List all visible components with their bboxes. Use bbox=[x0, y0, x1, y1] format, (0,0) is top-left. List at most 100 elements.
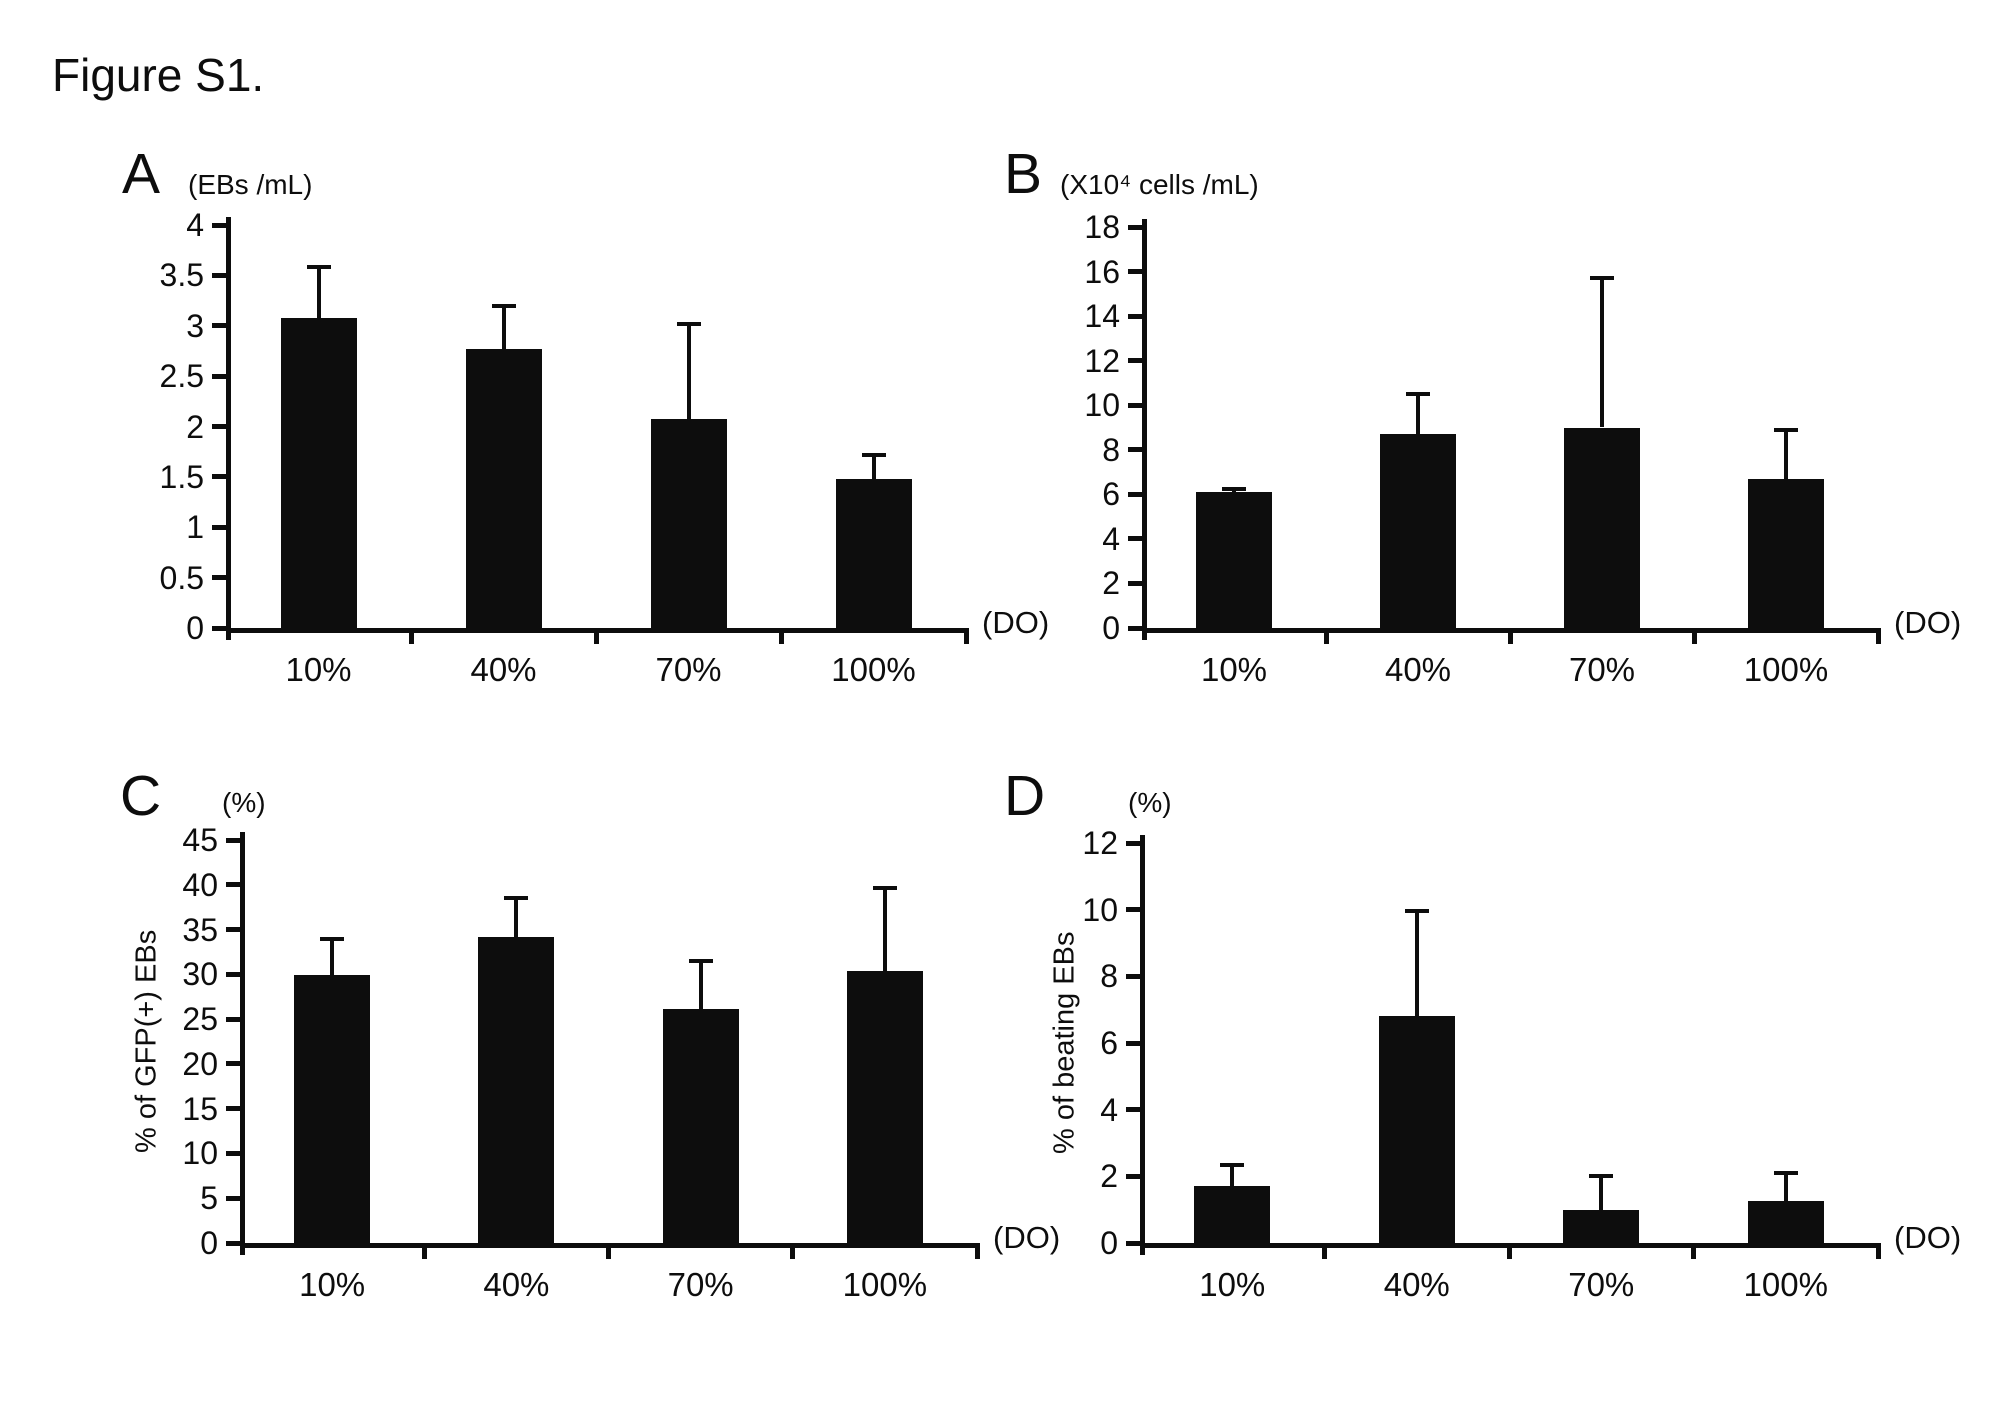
x-tick-label: 100% bbox=[842, 1266, 928, 1303]
y-tick-label: 2.5 bbox=[159, 358, 204, 395]
error-bar-cap bbox=[491, 303, 516, 308]
y-tick-label: 2 bbox=[1100, 1158, 1118, 1195]
panel-c-unit-label: (%) bbox=[222, 787, 266, 818]
x-tick-label: 100% bbox=[1743, 1266, 1828, 1303]
y-tick-mark bbox=[226, 927, 241, 933]
y-tick-label: 6 bbox=[1102, 476, 1120, 513]
bar-100% bbox=[835, 478, 912, 628]
y-tick-mark bbox=[1126, 1040, 1141, 1046]
bar-100% bbox=[1748, 478, 1824, 628]
x-axis bbox=[240, 1243, 980, 1248]
y-tick-mark bbox=[212, 424, 227, 429]
y-tick-label: 35 bbox=[182, 911, 218, 948]
y-axis bbox=[226, 217, 231, 640]
error-bar-stem bbox=[1599, 1176, 1604, 1210]
y-tick-mark bbox=[212, 373, 227, 379]
bar-70% bbox=[1564, 427, 1640, 628]
y-tick-mark bbox=[226, 1061, 241, 1067]
panel-b-unit-label: (X10⁴ cells /mL) bbox=[1060, 169, 1259, 200]
y-tick-mark bbox=[212, 575, 227, 581]
y-tick-mark bbox=[1126, 1173, 1141, 1179]
y-axis bbox=[240, 832, 245, 1255]
x-axis-unit-label: (DO) bbox=[993, 1220, 1061, 1255]
error-bar-cap bbox=[320, 936, 345, 941]
panel-d-plot: 0 2 4 6 8 10 12 10% 40% 70% 100% (DO) bbox=[1082, 825, 1961, 1303]
x-tick-label: 70% bbox=[1568, 1266, 1635, 1303]
x-tick-mark bbox=[1875, 633, 1881, 644]
y-tick-mark bbox=[1126, 1107, 1141, 1113]
x-tick-mark bbox=[963, 633, 969, 644]
x-axis-unit-label: (DO) bbox=[982, 605, 1050, 640]
error-bar-cap bbox=[861, 452, 886, 457]
x-tick-mark bbox=[593, 633, 599, 644]
bar-70% bbox=[650, 419, 727, 628]
x-tick-label: 40% bbox=[1383, 1266, 1450, 1303]
y-tick-label: 4 bbox=[1102, 520, 1120, 557]
y-tick-label: 1 bbox=[186, 509, 204, 546]
y-tick-label: 10 bbox=[1084, 387, 1120, 424]
error-bar-cap bbox=[872, 886, 897, 891]
bar-10% bbox=[1194, 1186, 1271, 1243]
x-tick-mark bbox=[1691, 633, 1697, 644]
x-tick-mark bbox=[1691, 1248, 1696, 1259]
x-axis bbox=[226, 628, 969, 633]
error-bar-stem bbox=[330, 938, 335, 976]
y-tick-label: 20 bbox=[182, 1045, 218, 1082]
y-tick-mark bbox=[1128, 358, 1143, 364]
panel-a-letter: A bbox=[122, 142, 161, 206]
error-bar-stem bbox=[882, 888, 887, 971]
error-bar-stem bbox=[1230, 1164, 1235, 1187]
y-tick-mark bbox=[226, 1240, 241, 1246]
x-axis bbox=[1140, 1243, 1881, 1248]
y-tick-mark bbox=[212, 474, 227, 480]
y-tick-label: 16 bbox=[1084, 253, 1120, 290]
error-bar-stem bbox=[698, 960, 703, 1010]
panel-a-plot: 0 0.5 1 1.5 2 2.5 3 3.5 4 10% 40% 70% 100% (DO) bbox=[160, 207, 1050, 688]
x-tick-mark bbox=[606, 1248, 611, 1259]
error-bar-cap bbox=[504, 896, 529, 901]
bar-40% bbox=[465, 348, 542, 628]
error-bar-stem bbox=[1783, 1173, 1788, 1202]
x-tick-label: 100% bbox=[831, 651, 916, 688]
panel-d-letter: D bbox=[1004, 764, 1046, 828]
y-tick-mark bbox=[1128, 402, 1143, 408]
y-tick-mark bbox=[212, 323, 227, 329]
y-tick-mark bbox=[1126, 973, 1141, 979]
y-tick-mark bbox=[226, 1195, 241, 1201]
x-axis bbox=[1142, 628, 1881, 633]
error-bar-stem bbox=[871, 454, 876, 479]
error-bar-cap bbox=[1590, 276, 1614, 281]
y-tick-label: 4 bbox=[186, 207, 204, 243]
x-tick-label: 70% bbox=[655, 651, 722, 688]
y-tick-label: 4 bbox=[1100, 1091, 1118, 1128]
error-bar-cap bbox=[1220, 1162, 1245, 1167]
y-tick-mark bbox=[226, 1106, 241, 1112]
y-tick-mark bbox=[1128, 313, 1143, 319]
bar-10% bbox=[280, 317, 357, 628]
y-tick-mark bbox=[1128, 447, 1143, 453]
x-tick-label: 10% bbox=[1200, 651, 1268, 688]
panel-b-plot: 0 2 4 6 8 10 12 14 16 18 10% 40% 70% 100% (DO) bbox=[1084, 209, 1961, 688]
y-tick-label: 6 bbox=[1100, 1025, 1118, 1061]
x-tick-label: 40% bbox=[470, 651, 537, 688]
y-tick-mark bbox=[212, 272, 227, 278]
x-tick-label: 40% bbox=[483, 1266, 550, 1303]
y-tick-label: 8 bbox=[1102, 431, 1120, 468]
bar-70% bbox=[662, 1009, 739, 1243]
y-tick-mark bbox=[226, 1150, 241, 1156]
y-tick-label: 5 bbox=[200, 1180, 218, 1217]
x-tick-mark bbox=[408, 633, 414, 644]
y-tick-label: 2 bbox=[186, 408, 204, 445]
y-tick-label: 10 bbox=[182, 1135, 218, 1172]
bar-40% bbox=[1380, 434, 1456, 628]
error-bar-stem bbox=[1600, 278, 1604, 428]
y-tick-mark bbox=[1128, 269, 1143, 275]
error-bar-stem bbox=[1416, 394, 1420, 435]
y-tick-mark bbox=[1126, 840, 1141, 846]
x-tick-label: 10% bbox=[299, 1266, 366, 1303]
x-tick-label: 70% bbox=[1568, 651, 1636, 688]
y-tick-mark bbox=[226, 882, 241, 888]
y-tick-mark bbox=[1126, 1240, 1141, 1246]
error-bar-stem bbox=[501, 305, 506, 349]
